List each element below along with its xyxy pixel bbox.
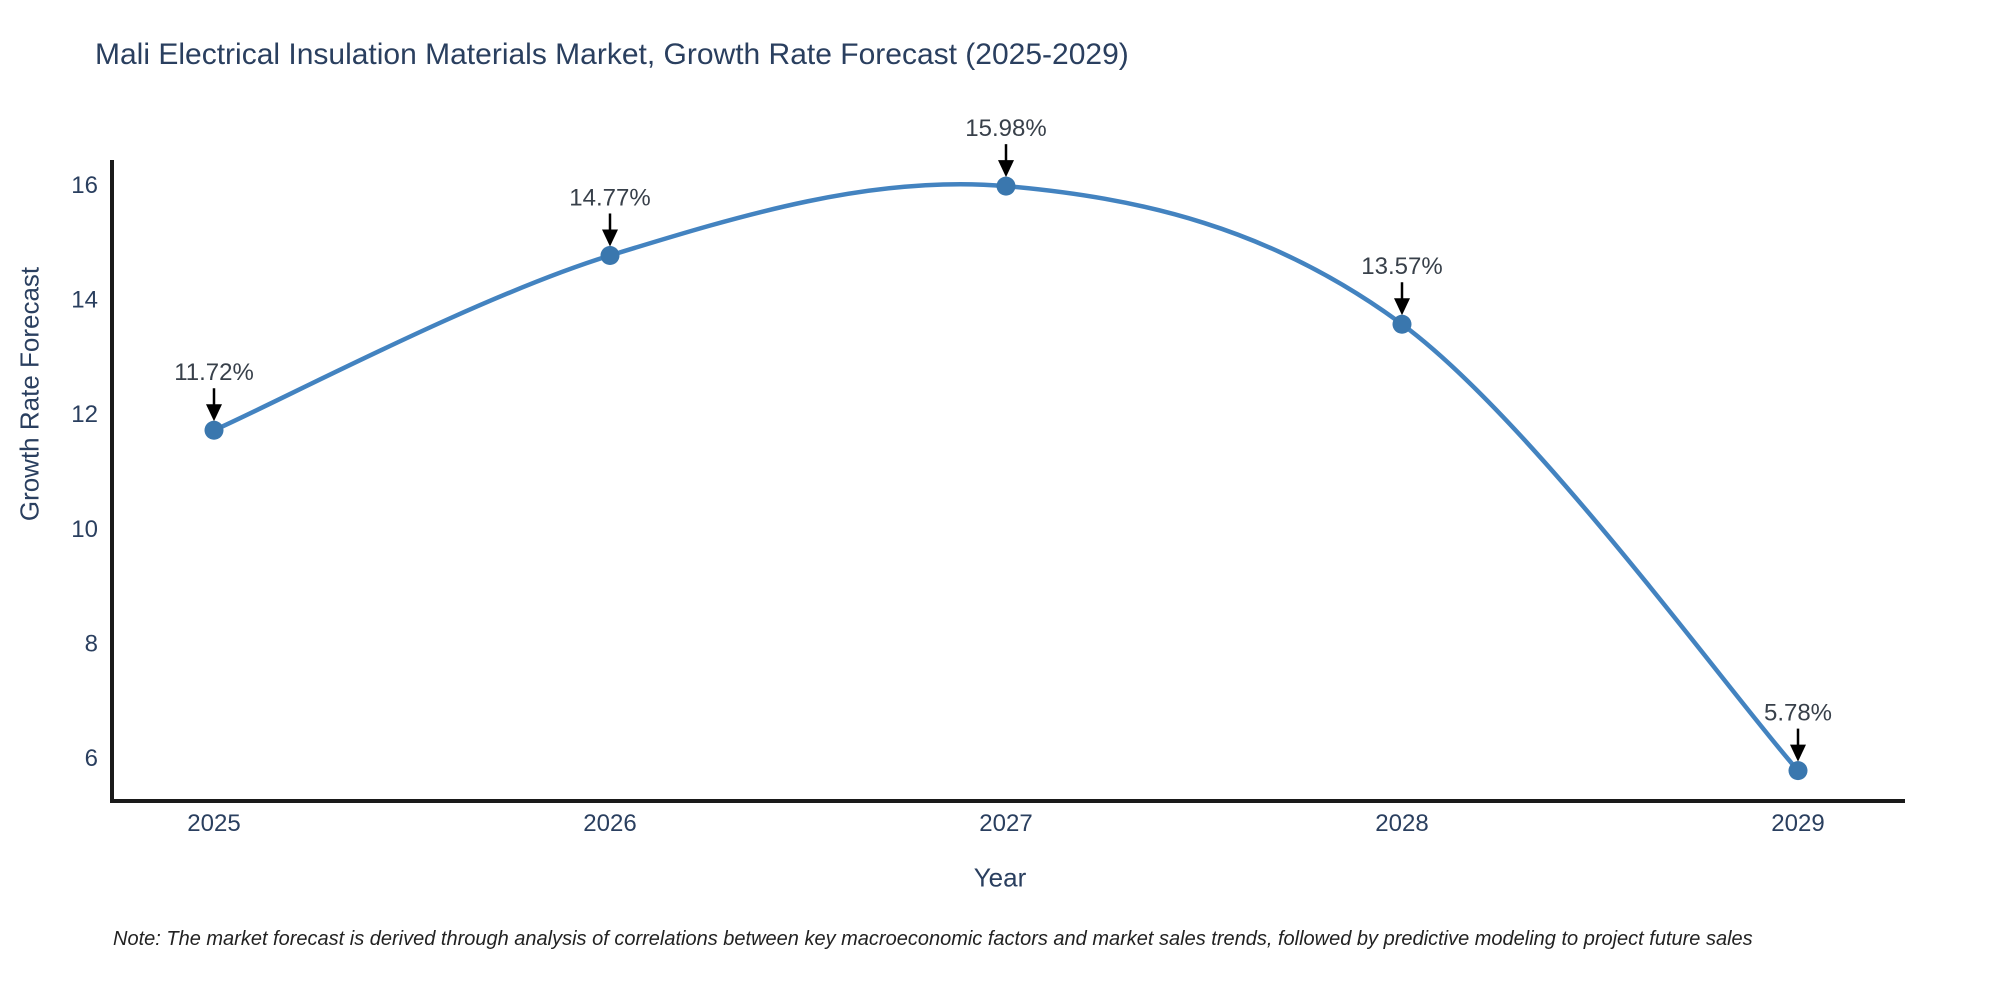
annotation-arrowhead (1790, 744, 1806, 762)
y-tick-label: 16 (71, 172, 98, 199)
y-tick-label: 8 (85, 630, 98, 657)
y-tick-label: 12 (71, 401, 98, 428)
x-tick-label: 2029 (1771, 810, 1824, 837)
data-point-marker (1392, 314, 1412, 334)
footnote: Note: The market forecast is derived thr… (113, 928, 1753, 950)
series-line (211, 181, 1801, 773)
data-point-marker (600, 245, 620, 265)
data-point-marker (204, 420, 224, 440)
x-tick-label: 2028 (1375, 810, 1428, 837)
x-tick-label: 2027 (979, 810, 1032, 837)
point-annotation-label: 5.78% (1764, 700, 1832, 727)
annotation-arrowhead (602, 229, 618, 247)
y-tick-label: 6 (85, 745, 98, 772)
chart-title: Mali Electrical Insulation Materials Mar… (95, 38, 1129, 71)
annotation-arrowhead (998, 160, 1014, 178)
x-tick-label: 2026 (583, 810, 636, 837)
point-annotation-label: 13.57% (1361, 253, 1442, 280)
y-tick-label: 10 (71, 516, 98, 543)
point-annotation-label: 11.72% (174, 359, 254, 386)
annotation-arrowhead (206, 404, 222, 422)
annotation-arrowhead (1394, 298, 1410, 316)
data-point-marker (1788, 761, 1808, 781)
x-tick-label: 2025 (187, 810, 240, 837)
point-annotation-label: 15.98% (965, 115, 1046, 142)
data-point-marker (996, 176, 1016, 196)
x-axis-title: Year (973, 862, 1027, 893)
point-annotation-label: 14.77% (569, 184, 650, 211)
y-tick-label: 14 (71, 287, 98, 314)
